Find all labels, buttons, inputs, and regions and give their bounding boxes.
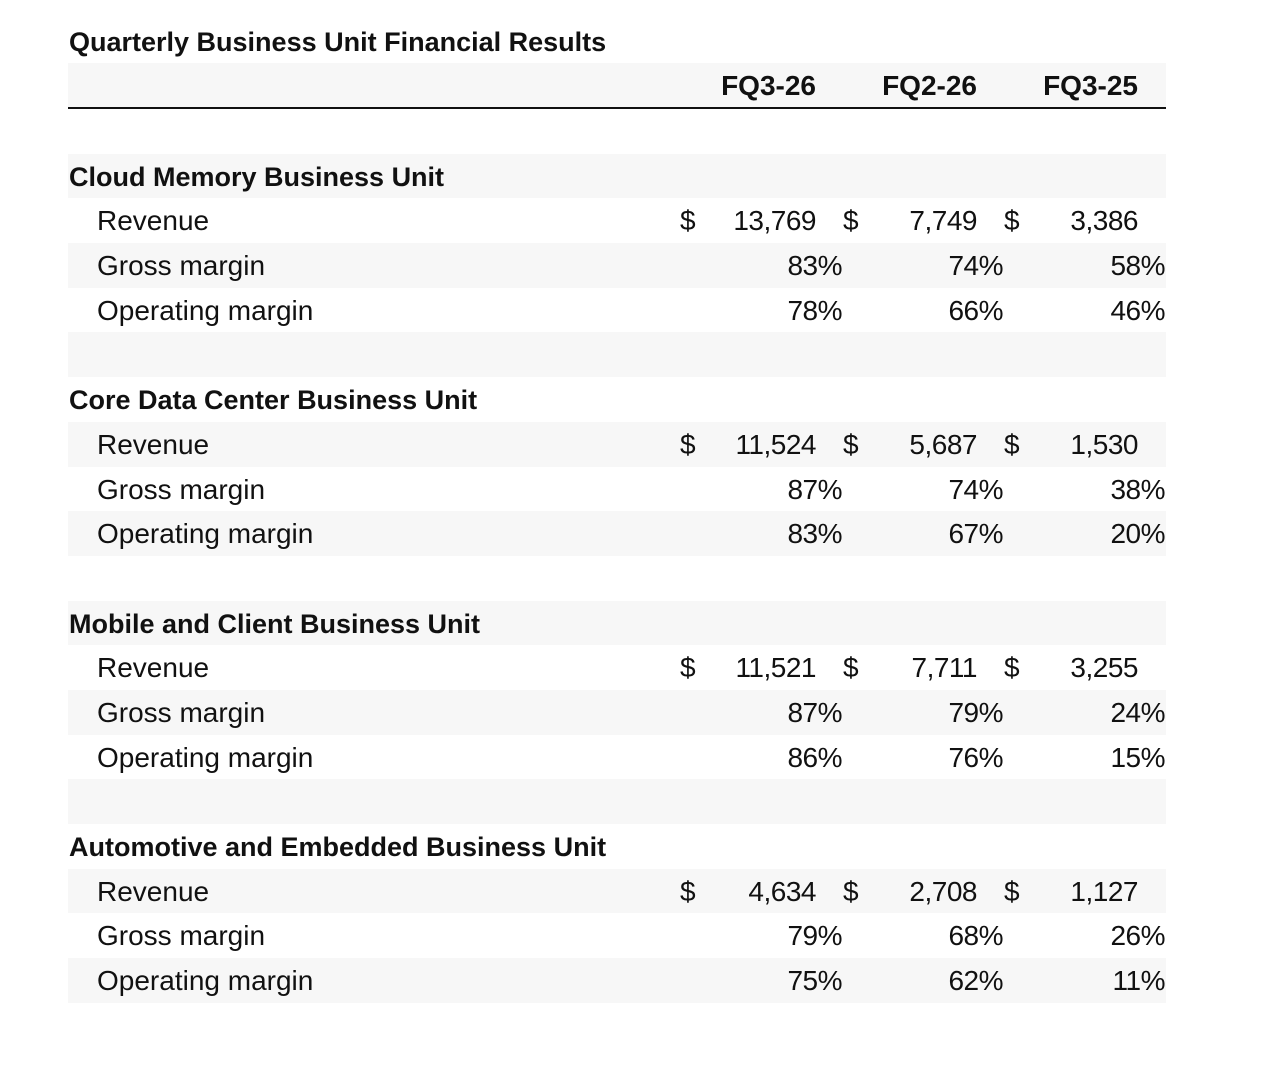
value-cell: 83% <box>787 250 842 282</box>
value-cell: 75% <box>787 965 842 997</box>
value-cell: 38% <box>1110 473 1165 505</box>
currency-symbol: $ <box>1004 428 1020 460</box>
table-row: Operating margin 78% 66% 46% <box>68 288 1166 333</box>
value-cell: 83% <box>787 518 842 550</box>
table-row: Revenue $ 4,634 $ 2,708 $ 1,127 <box>68 868 1166 914</box>
value-cell: 5,687 <box>909 428 977 460</box>
value-cell: 87% <box>787 473 842 505</box>
currency-symbol: $ <box>680 875 696 907</box>
value-cell: 1,530 <box>1070 428 1138 460</box>
row-label: Gross margin <box>97 920 266 952</box>
value-cell: 15% <box>1110 741 1165 773</box>
table-row: Gross margin 87% 79% 24% <box>68 689 1166 735</box>
row-label: Operating margin <box>97 294 314 326</box>
value-cell: 11,524 <box>735 428 816 460</box>
currency-symbol: $ <box>843 428 859 460</box>
value-cell: 68% <box>948 920 1003 952</box>
row-label: Gross margin <box>97 250 266 282</box>
currency-symbol: $ <box>1004 205 1020 237</box>
currency-symbol: $ <box>1004 652 1020 684</box>
value-cell: 58% <box>1110 250 1165 282</box>
row-label: Gross margin <box>97 696 266 728</box>
currency-symbol: $ <box>1004 875 1020 907</box>
row-label: Operating margin <box>97 518 314 550</box>
currency-symbol: $ <box>843 652 859 684</box>
value-cell: 2,708 <box>909 875 977 907</box>
table-row: Operating margin 75% 62% 11% <box>68 958 1166 1003</box>
section-header-row: Mobile and Client Business Unit <box>68 600 1166 646</box>
row-label: Revenue <box>97 428 210 460</box>
currency-symbol: $ <box>843 875 859 907</box>
currency-symbol: $ <box>680 428 696 460</box>
table-row: Revenue $ 11,521 $ 7,711 $ 3,255 <box>68 645 1166 690</box>
value-cell: 74% <box>948 250 1003 282</box>
value-cell: 11% <box>1112 965 1166 997</box>
currency-symbol: $ <box>680 652 696 684</box>
page-title: Quarterly Business Unit Financial Result… <box>69 27 607 57</box>
value-cell: 4,634 <box>748 875 816 907</box>
column-header-fq2-26: FQ2-26 <box>882 70 977 101</box>
value-cell: 74% <box>948 473 1003 505</box>
row-label: Operating margin <box>97 741 314 773</box>
row-label: Operating margin <box>97 965 314 997</box>
spacer-row <box>68 332 1166 378</box>
section-title: Automotive and Embedded Business Unit <box>69 832 607 862</box>
table-row: Revenue $ 13,769 $ 7,749 $ 3,386 <box>68 198 1166 243</box>
value-cell: 76% <box>948 741 1003 773</box>
row-label: Gross margin <box>97 473 266 505</box>
value-cell: 3,255 <box>1070 652 1138 684</box>
column-header-row: FQ3-26 FQ2-26 FQ3-25 <box>68 63 1166 109</box>
value-cell: 7,711 <box>911 652 978 684</box>
table-row: Revenue $ 11,524 $ 5,687 $ 1,530 <box>68 421 1166 467</box>
value-cell: 7,749 <box>909 205 977 237</box>
row-label: Revenue <box>97 205 210 237</box>
financial-results-table: FQ3-26 FQ2-26 FQ3-25 Cloud Memory Busine… <box>68 63 1166 1003</box>
row-label: Revenue <box>97 875 210 907</box>
spacer-row <box>68 556 1166 601</box>
row-label: Revenue <box>97 652 210 684</box>
table-row: Gross margin 87% 74% 38% <box>68 467 1166 512</box>
section-title: Mobile and Client Business Unit <box>69 608 481 639</box>
value-cell: 20% <box>1110 518 1165 550</box>
table-row: Operating margin 86% 76% 15% <box>68 735 1166 780</box>
value-cell: 79% <box>787 920 842 952</box>
value-cell: 46% <box>1110 294 1165 326</box>
value-cell: 78% <box>787 294 842 326</box>
value-cell: 87% <box>787 696 842 728</box>
value-cell: 11,521 <box>735 652 816 684</box>
value-cell: 26% <box>1110 920 1165 952</box>
table-row: Gross margin 79% 68% 26% <box>68 913 1166 958</box>
value-cell: 86% <box>787 741 842 773</box>
section-title: Cloud Memory Business Unit <box>69 161 445 192</box>
value-cell: 3,386 <box>1070 205 1138 237</box>
value-cell: 66% <box>948 294 1003 326</box>
spacer-row <box>68 109 1166 154</box>
table-row: Operating margin 83% 67% 20% <box>68 511 1166 556</box>
section-header-row: Automotive and Embedded Business Unit <box>68 824 1166 869</box>
section-title: Core Data Center Business Unit <box>69 385 478 416</box>
spacer-row <box>68 779 1166 824</box>
value-cell: 1,127 <box>1070 875 1138 907</box>
column-header-fq3-25: FQ3-25 <box>1043 70 1138 101</box>
currency-symbol: $ <box>680 205 696 237</box>
section-header-row: Cloud Memory Business Unit <box>68 153 1166 199</box>
currency-symbol: $ <box>843 205 859 237</box>
table-row: Gross margin 83% 74% 58% <box>68 243 1166 288</box>
column-header-fq3-26: FQ3-26 <box>721 70 816 101</box>
value-cell: 67% <box>948 518 1003 550</box>
section-header-row: Core Data Center Business Unit <box>68 377 1166 422</box>
value-cell: 24% <box>1110 696 1165 728</box>
value-cell: 13,769 <box>733 205 816 237</box>
value-cell: 62% <box>948 965 1003 997</box>
value-cell: 79% <box>948 696 1003 728</box>
